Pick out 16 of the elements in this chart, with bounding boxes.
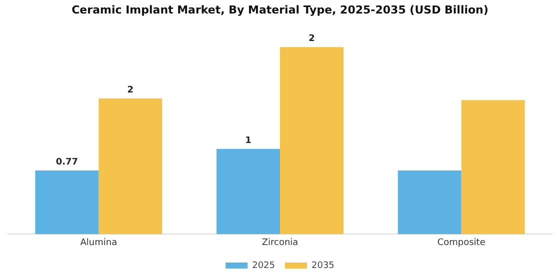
data-label: 2 (127, 85, 134, 96)
legend-label: 2035 (312, 260, 334, 271)
x-tick-label: Zirconia (262, 238, 298, 248)
bar (398, 170, 462, 234)
bar (280, 47, 344, 234)
data-label: 2 (308, 34, 315, 44)
bar (35, 170, 99, 234)
bar (98, 98, 162, 234)
x-tick-label: Composite (437, 238, 486, 248)
bar (216, 148, 280, 234)
bar (461, 100, 525, 234)
data-label: 1 (245, 136, 252, 146)
data-label: 0.77 (56, 157, 78, 168)
x-tick-label: Alumina (80, 238, 118, 248)
chart-title: Ceramic Implant Market, By Material Type, 2025-2035 (USD Billion) (72, 3, 488, 16)
legend-label: 2025 (252, 260, 275, 271)
